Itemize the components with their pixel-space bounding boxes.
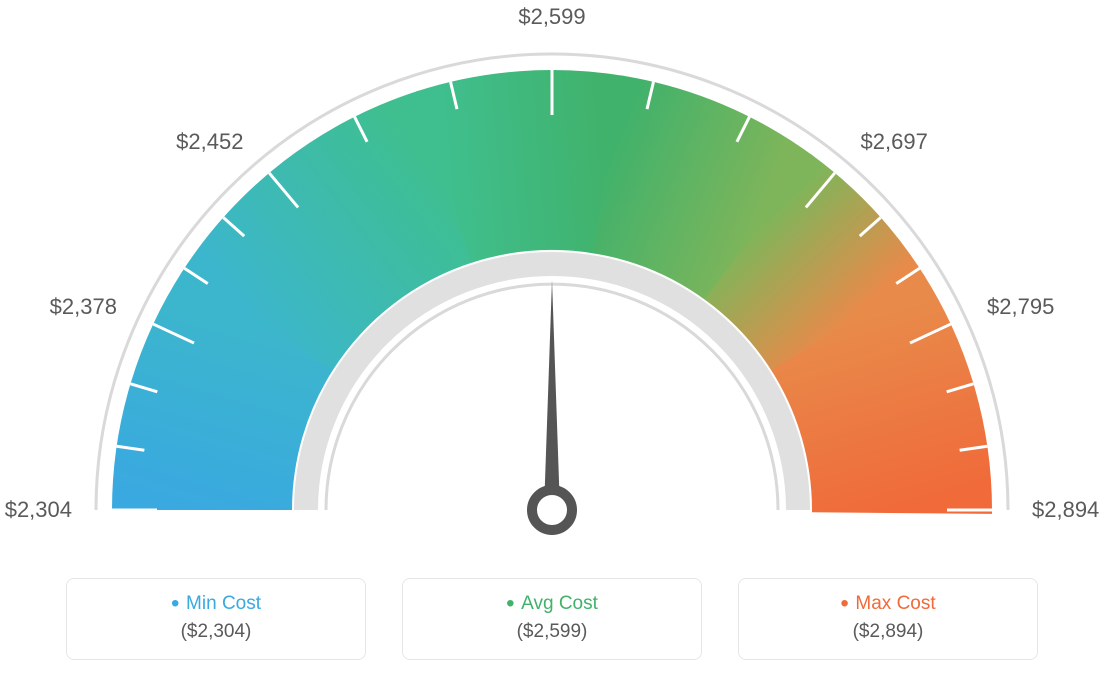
gauge-tick-label: $2,378: [50, 294, 117, 320]
gauge-tick-label: $2,599: [518, 4, 585, 30]
legend-card-min: Min Cost ($2,304): [66, 578, 366, 660]
legend-title: Avg Cost: [403, 593, 701, 615]
gauge-tick-label: $2,452: [176, 129, 243, 155]
gauge-tick-label: $2,697: [861, 129, 928, 155]
legend-value: ($2,894): [739, 621, 1037, 643]
gauge-chart: $2,304$2,378$2,452$2,599$2,697$2,795$2,8…: [42, 20, 1062, 560]
gauge-tick-label: $2,795: [987, 294, 1054, 320]
gauge-tick-label: $2,894: [1032, 497, 1099, 523]
legend-value: ($2,599): [403, 621, 701, 643]
gauge-tick-label: $2,304: [5, 497, 72, 523]
legend-row: Min Cost ($2,304) Avg Cost ($2,599) Max Cost…: [0, 578, 1104, 660]
legend-card-avg: Avg Cost ($2,599): [402, 578, 702, 660]
legend-card-max: Max Cost ($2,894): [738, 578, 1038, 660]
gauge-svg: [42, 20, 1062, 560]
legend-value: ($2,304): [67, 621, 365, 643]
legend-title: Max Cost: [739, 593, 1037, 615]
legend-title: Min Cost: [67, 593, 365, 615]
